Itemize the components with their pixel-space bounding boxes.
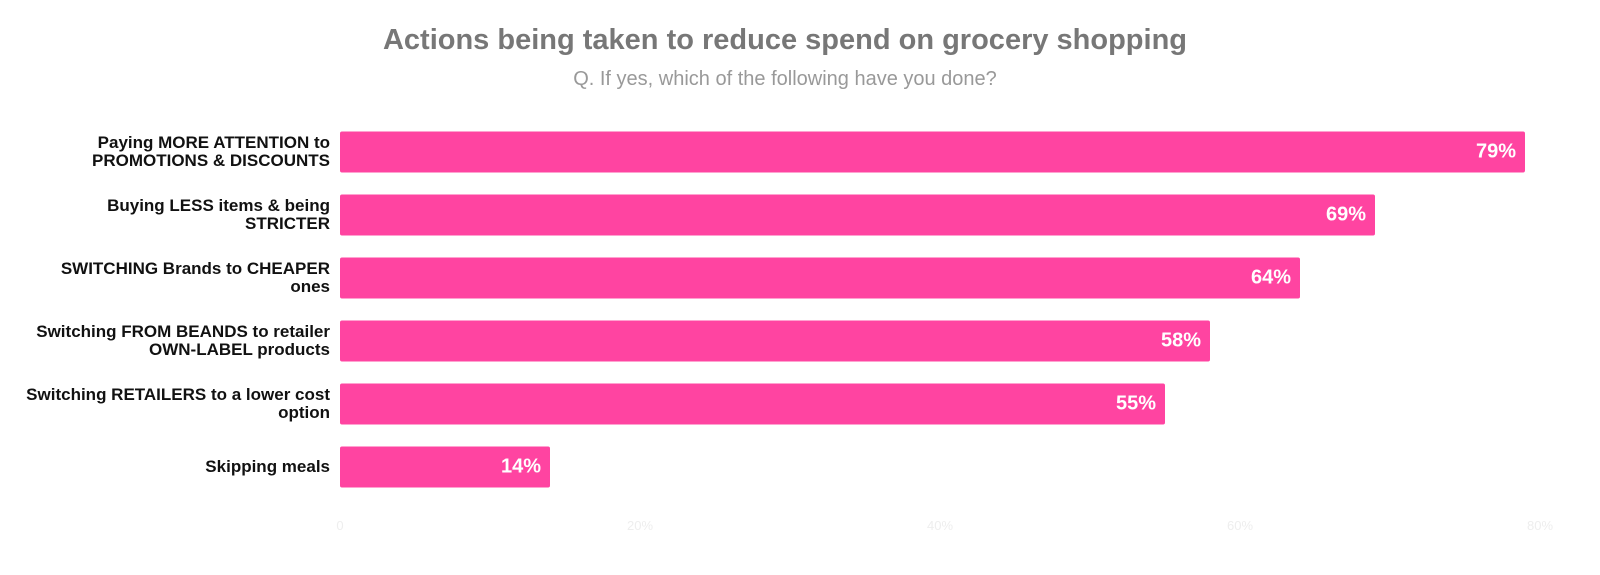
value-label: 55% [1115,392,1156,415]
value-label: 69% [1325,203,1366,226]
x-tick-label: 40% [926,518,954,533]
bar [340,383,1165,425]
category-label: SWITCHING Brands to CHEAPER ones [60,259,330,296]
category-label: Switching RETAILERS to a lower cost opti… [26,385,330,422]
category-label: Buying LESS items & being STRICTER [107,196,330,233]
category-label: Switching FROM BEANDS to retailer OWN-LA… [36,322,330,359]
category-label: Paying MORE ATTENTION to PROMOTIONS & DI… [91,133,330,170]
x-tick-label: 80% [1526,518,1554,533]
chart-title: Actions being taken to reduce spend on g… [382,24,1188,56]
bar [340,194,1375,236]
bar [340,257,1300,299]
bar [340,131,1525,173]
x-tick-label: 20% [626,518,654,533]
chart-subtitle: Q. If yes, which of the following have y… [573,68,997,90]
value-label: 64% [1250,266,1291,289]
category-label: Skipping meals [205,457,330,476]
x-tick-label: 0 [336,518,344,533]
value-label: 58% [1160,329,1201,352]
x-tick-label: 60% [1226,518,1254,533]
value-label: 14% [500,455,541,478]
value-label: 79% [1475,140,1516,163]
bar [340,446,550,488]
bar [340,320,1210,362]
